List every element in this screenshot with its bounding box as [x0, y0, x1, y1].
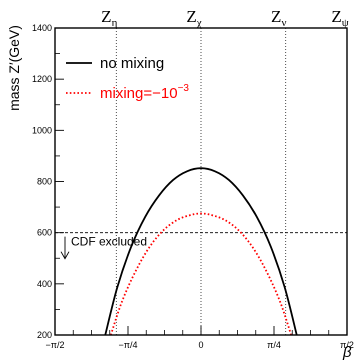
y-tick-label: 800 — [37, 177, 52, 187]
legend-label-mixing: mixing=−10−3 — [100, 83, 189, 102]
model-label: Zη — [101, 7, 117, 29]
legend-label-mixing-value: −10 — [152, 85, 177, 102]
x-axis-label: β — [342, 344, 352, 361]
model-label: Zψ — [331, 7, 348, 29]
x-tick-label: π/4 — [267, 340, 281, 350]
model-label-sub: ψ — [342, 17, 349, 29]
model-label: Zχ — [186, 7, 201, 29]
model-guide-lines — [115, 28, 287, 335]
y-tick-label: 1200 — [32, 74, 52, 84]
exclusion-layer: CDF excluded — [55, 232, 347, 260]
model-label: Zν — [271, 7, 286, 29]
legend-label-no-mixing: no mixing — [100, 55, 164, 72]
y-tick-label: 200 — [37, 330, 52, 340]
series-line-mixing — [109, 212, 293, 335]
legend-label-mixing-prefix: mixing= — [100, 85, 152, 102]
model-label-base: Z — [101, 7, 111, 26]
y-tick-label: 600 — [37, 228, 52, 238]
x-tick-label: −π/2 — [46, 340, 65, 350]
axes-layer: 200 400 600 800 1000 1200 1400 −π/2 −π/4 0 π/4 π/2 — [32, 23, 354, 350]
model-label-sub: η — [112, 17, 118, 29]
model-label-base: Z — [271, 7, 281, 26]
y-tick-label: 400 — [37, 279, 52, 289]
x-tick-label: 0 — [198, 340, 203, 350]
series-line-no-mixing — [104, 167, 298, 335]
model-label-sub: ν — [281, 17, 286, 29]
exclusion-label: CDF excluded — [71, 235, 147, 249]
legend: no mixing mixing=−10−3 — [66, 55, 189, 102]
model-label-base: Z — [331, 7, 341, 26]
model-label-base: Z — [186, 7, 196, 26]
y-tick-label: 1400 — [32, 23, 52, 33]
exclusion-arrow-head — [60, 251, 70, 260]
y-axis-label: mass Z′(GeV) — [6, 25, 22, 111]
model-labels: Zη Zχ Zν Zψ — [101, 7, 349, 29]
model-label-sub: χ — [196, 17, 202, 29]
x-tick-label: π/2 — [340, 340, 354, 350]
x-tick-label: −π/4 — [119, 340, 138, 350]
legend-label-mixing-exponent: −3 — [178, 83, 190, 94]
y-tick-label: 1000 — [32, 125, 52, 135]
series-layer — [104, 167, 298, 335]
